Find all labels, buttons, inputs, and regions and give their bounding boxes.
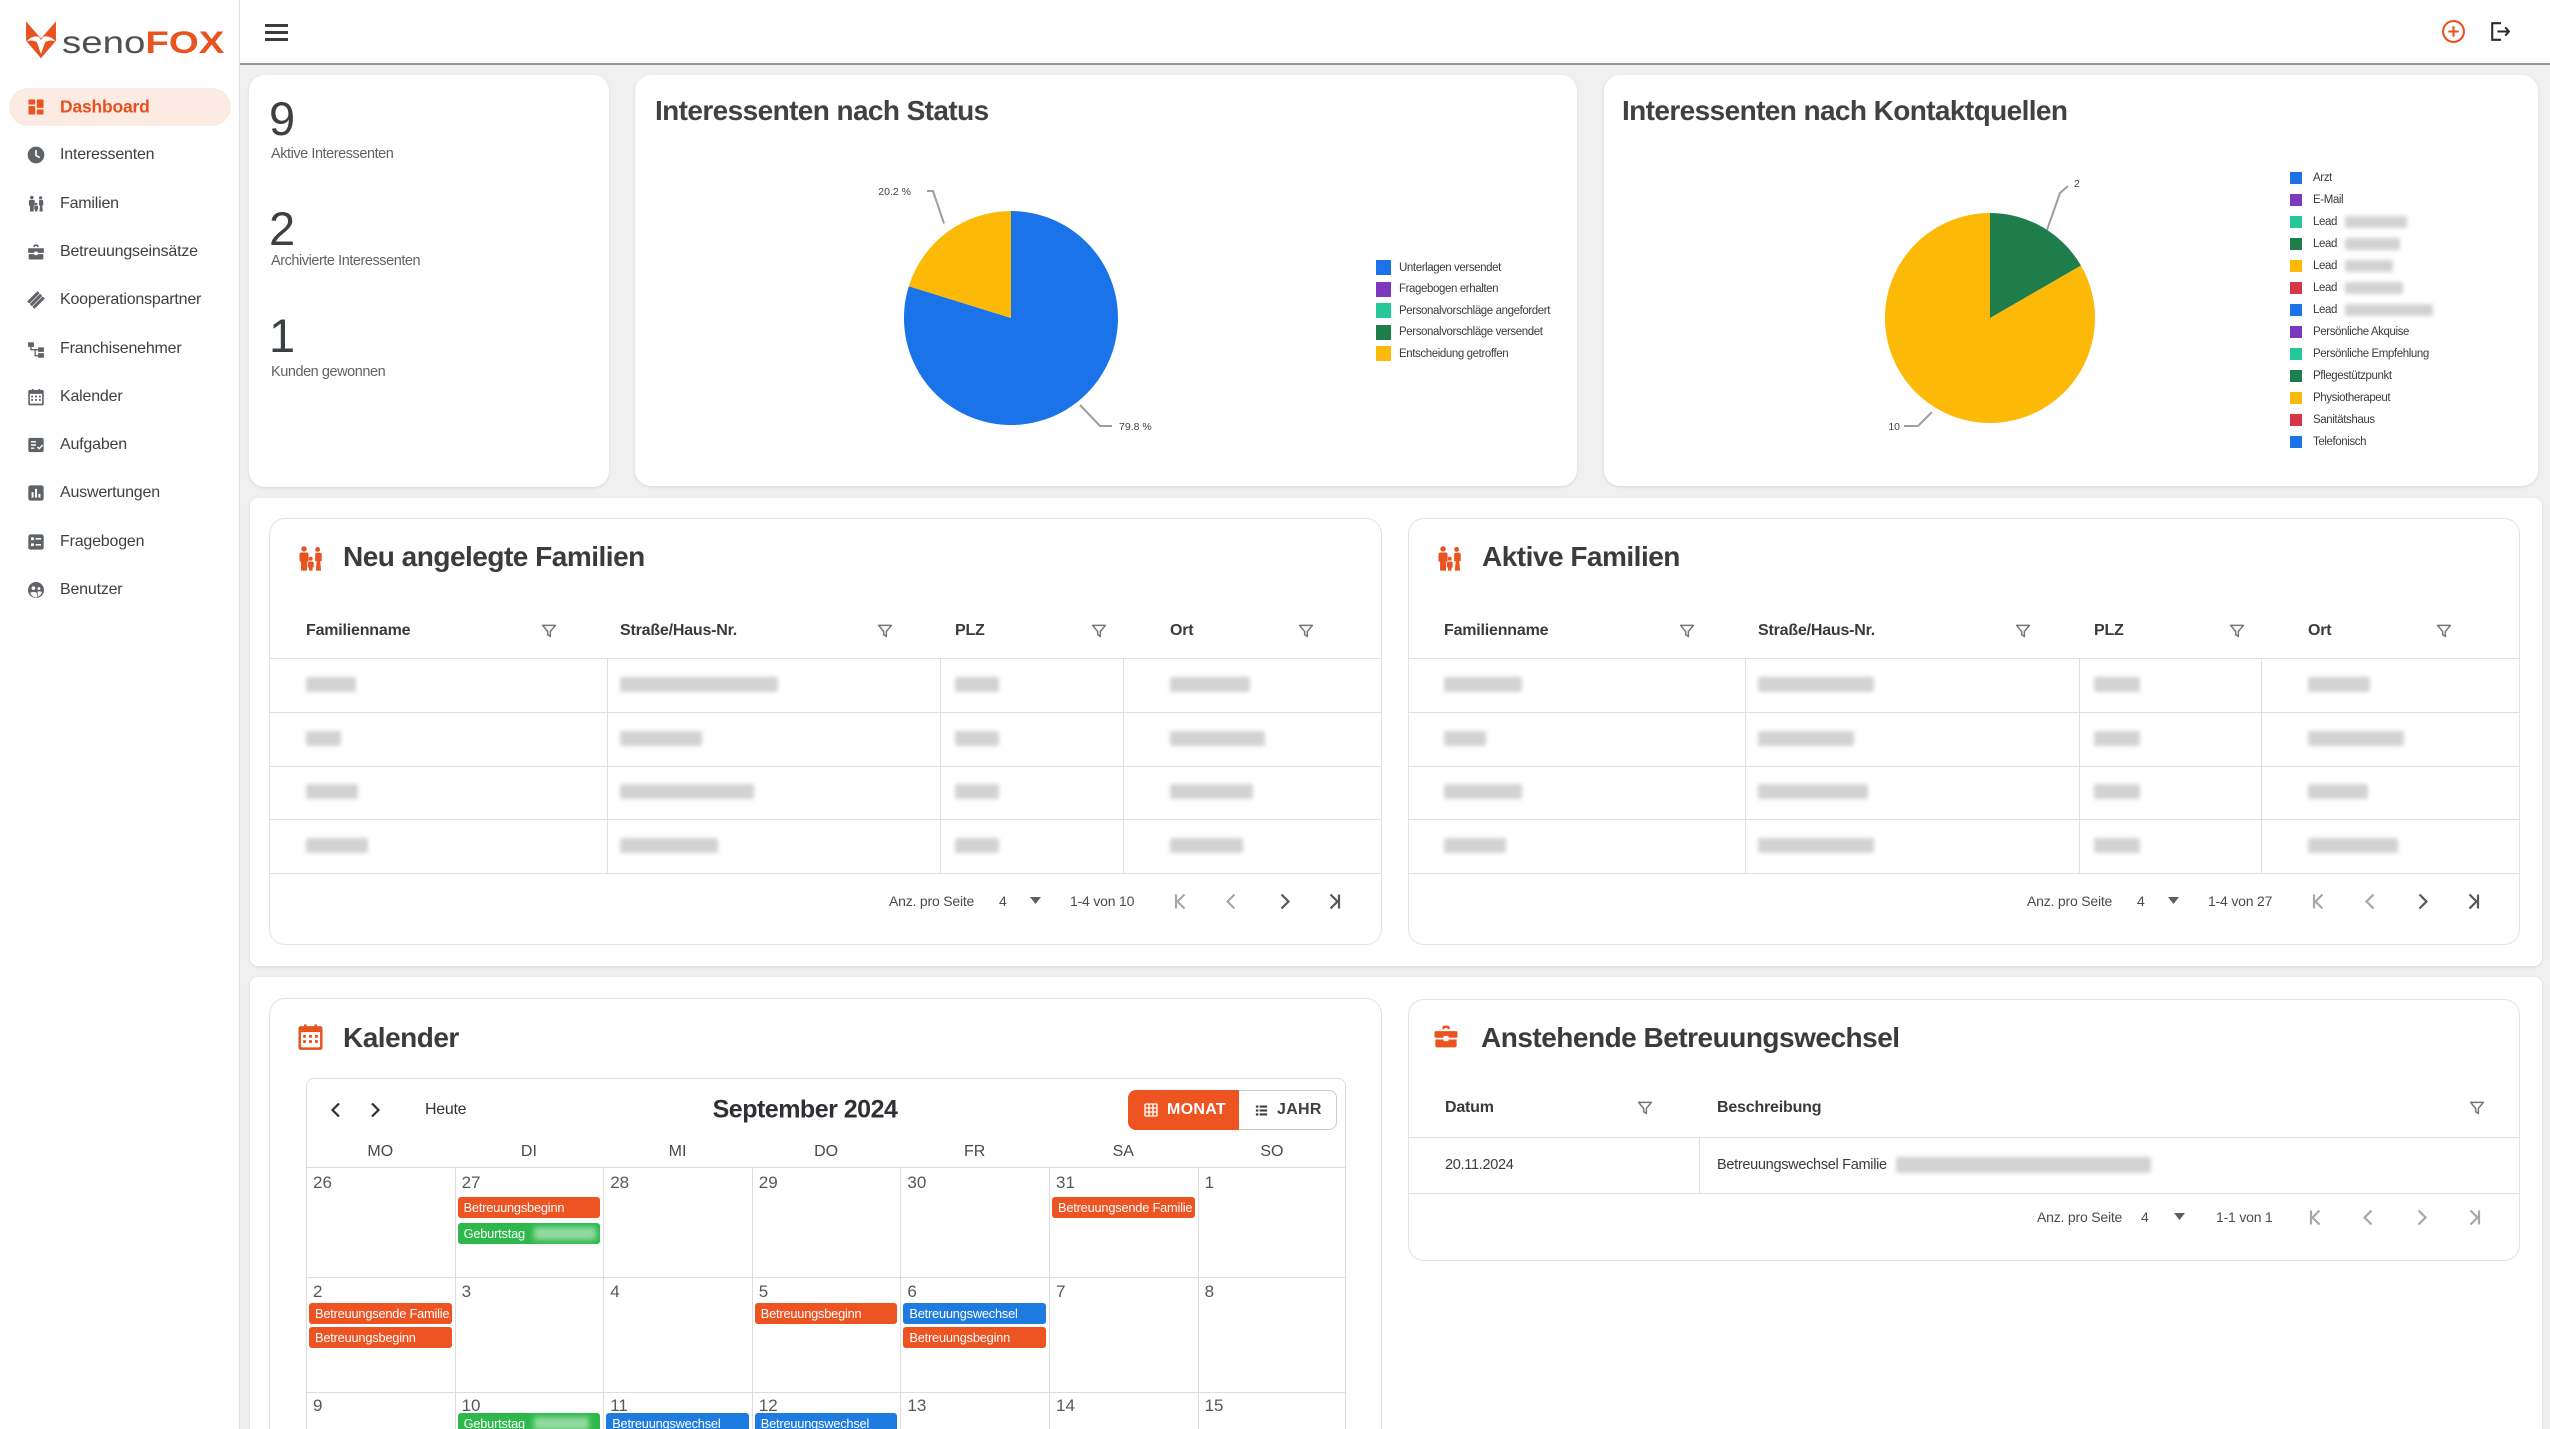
svg-text:79.8 %: 79.8 % (1119, 421, 1152, 433)
svg-text:2: 2 (2074, 178, 2080, 190)
svg-text:10: 10 (1888, 421, 1900, 433)
svg-text:20.2 %: 20.2 % (878, 186, 911, 198)
